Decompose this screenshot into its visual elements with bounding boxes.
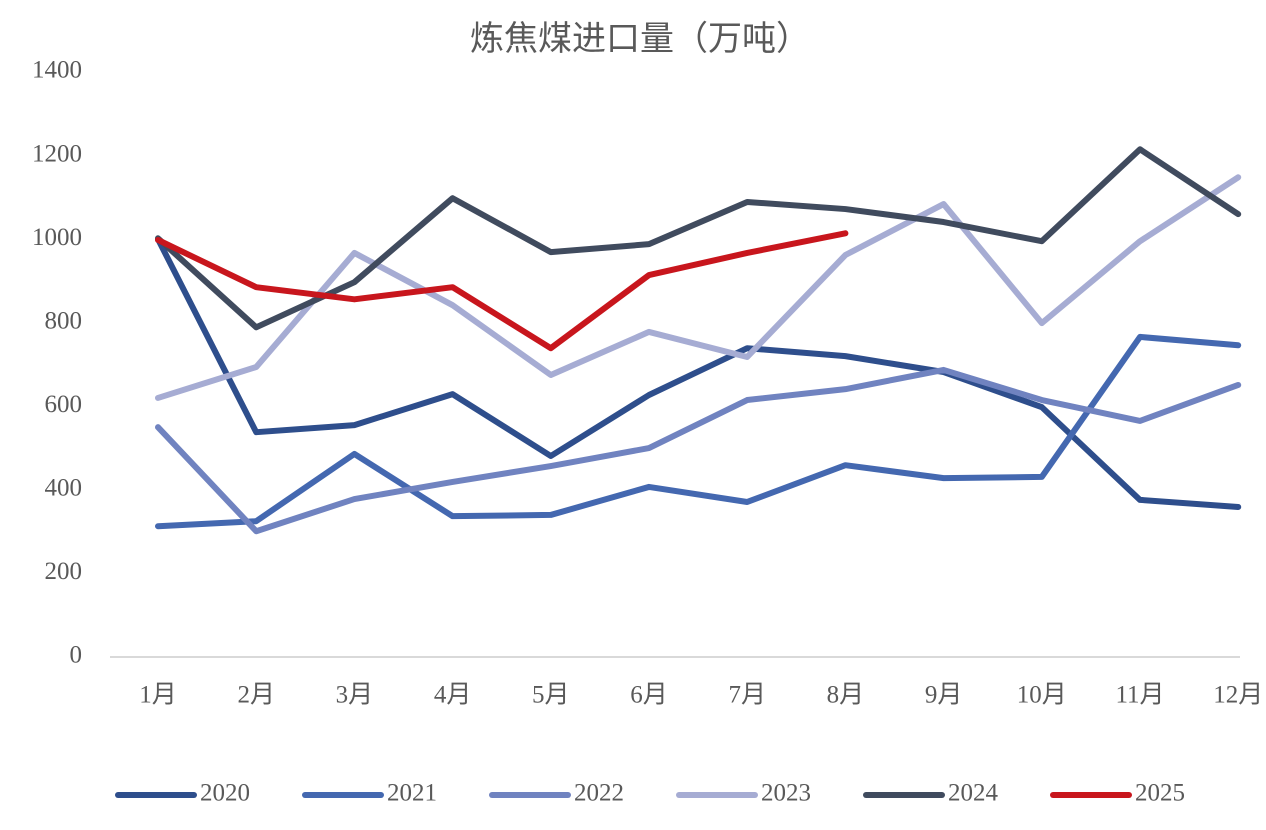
legend-label: 2022 <box>574 780 624 807</box>
y-tick-label: 600 <box>45 391 83 418</box>
x-tick-label: 3月 <box>336 682 374 709</box>
legend-label: 2021 <box>387 780 437 807</box>
x-tick-label: 9月 <box>925 682 963 709</box>
x-tick-label: 4月 <box>434 682 472 709</box>
series-line <box>155 236 1242 510</box>
series-line <box>155 333 1242 530</box>
x-tick-label: 2月 <box>237 682 275 709</box>
legend-label: 2020 <box>200 780 250 807</box>
series-line <box>155 230 849 352</box>
series-line <box>155 174 1242 401</box>
x-tick-label: 5月 <box>532 682 570 709</box>
x-tick-label: 1月 <box>139 682 177 709</box>
x-tick-label: 8月 <box>827 682 865 709</box>
x-tick-label: 11月 <box>1115 682 1164 709</box>
legend-label: 2024 <box>948 780 999 807</box>
y-tick-label: 1200 <box>32 140 82 167</box>
series-line <box>155 366 1242 535</box>
y-tick-label: 400 <box>45 475 83 502</box>
series-line <box>155 146 1242 331</box>
x-tick-label: 6月 <box>630 682 668 709</box>
y-tick-label: 200 <box>45 558 83 585</box>
y-tick-label: 1000 <box>32 224 82 251</box>
x-tick-label: 10月 <box>1017 682 1067 709</box>
y-tick-label: 0 <box>70 642 83 669</box>
y-tick-label: 800 <box>45 307 83 334</box>
x-tick-label: 7月 <box>728 682 766 709</box>
legend-label: 2025 <box>1135 780 1185 807</box>
chart-title: 炼焦煤进口量（万吨） <box>470 20 810 58</box>
y-tick-label: 1400 <box>32 57 82 84</box>
legend-label: 2023 <box>761 780 811 807</box>
x-tick-label: 12月 <box>1213 682 1263 709</box>
